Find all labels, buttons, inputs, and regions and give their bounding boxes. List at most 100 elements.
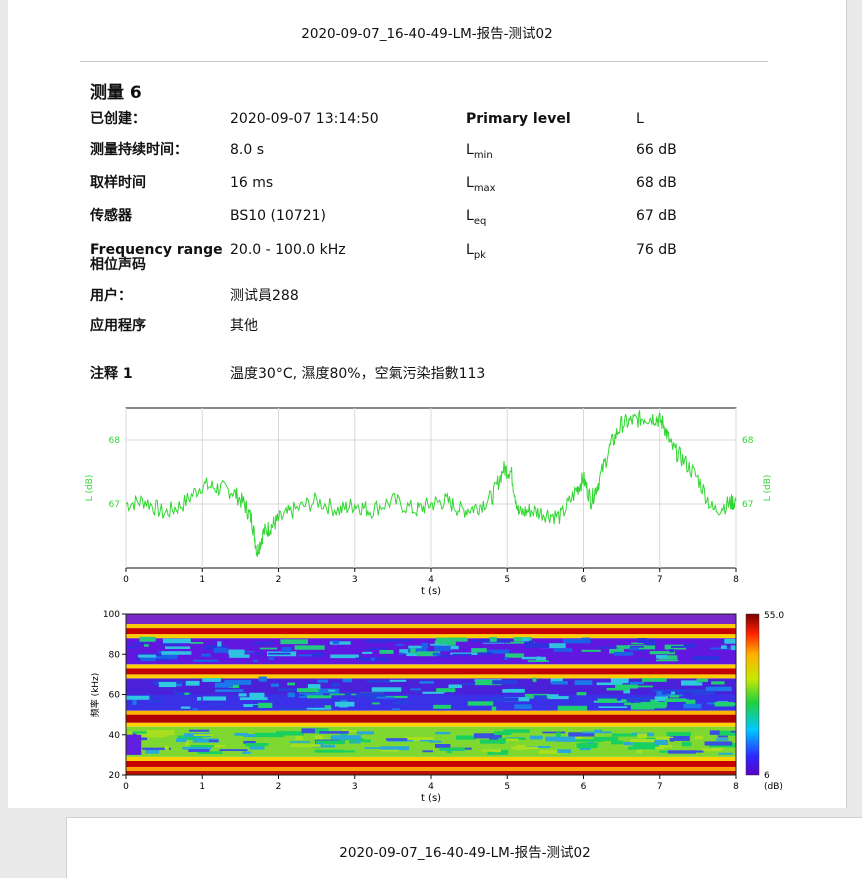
level-x-tick-label: 7	[657, 575, 663, 585]
spectrogram-band	[126, 668, 736, 675]
spectrogram-cell	[126, 734, 142, 755]
spectrogram-cell	[217, 641, 222, 647]
spectrogram-cell	[433, 704, 451, 709]
spectrogram-band	[126, 664, 736, 669]
spectrogram-cell	[448, 684, 463, 689]
spectrogram-cell	[704, 741, 733, 746]
spectrogram-cell	[254, 652, 263, 655]
spectrogram-cell	[714, 701, 735, 707]
spectrogram-cell	[408, 645, 422, 649]
spectrogram-cell	[574, 680, 593, 686]
spectrogram-cell	[416, 651, 441, 657]
spectrogram-band	[126, 624, 736, 629]
spectrogram-cell	[527, 660, 549, 662]
spectrogram-cell	[126, 695, 150, 700]
spectrogram-cell	[331, 682, 340, 687]
spectrogram-cell	[342, 678, 352, 683]
level-series-line	[125, 410, 737, 557]
spectrogram-cell	[271, 694, 279, 697]
spectrogram-x-tick-label: 1	[199, 782, 205, 792]
spectrogram-cell	[301, 728, 328, 734]
spectrogram-cell	[372, 702, 380, 705]
spectrogram-band	[126, 760, 736, 767]
spectrogram-cell	[597, 698, 618, 703]
spectrogram-cell	[557, 705, 588, 711]
spectrogram-cell	[482, 749, 500, 752]
spectrogram-cell	[435, 731, 451, 735]
spectrogram-cell	[624, 703, 652, 706]
spectrogram-cell	[319, 731, 349, 734]
spectrogram-cell	[550, 678, 563, 684]
spectrogram-cell	[479, 739, 506, 744]
spectrogram-cell	[202, 696, 227, 701]
spectrogram-cell	[407, 647, 428, 653]
spectrogram-cell	[422, 750, 434, 753]
spectrogram-cell	[636, 750, 642, 754]
spectrogram-cell	[654, 739, 669, 745]
primary-level-label: Primary level	[466, 111, 571, 127]
spectrogram-cell	[730, 730, 736, 733]
spectrogram-cell	[158, 682, 177, 688]
spectrogram-cell	[349, 739, 371, 743]
spectrogram-cell	[491, 706, 497, 711]
spectrogram-cell	[371, 687, 402, 692]
spectrogram-cell	[213, 647, 228, 653]
spectrogram-cell	[306, 707, 332, 710]
spectrogram-cell	[492, 680, 518, 685]
spectrogram-cell	[630, 645, 644, 648]
spectrogram-cell	[177, 735, 203, 741]
spectrogram-cell	[312, 744, 335, 748]
spectrogram-cell	[551, 681, 568, 685]
spectrogram-cell	[669, 695, 680, 698]
spectrogram-x-tick-label: 2	[276, 782, 282, 792]
spectrogram-x-tick-label: 3	[352, 782, 358, 792]
spectrogram-cell	[488, 697, 519, 702]
spectrogram-cell	[197, 751, 223, 754]
level-x-tick-label: 0	[123, 575, 129, 585]
spectrogram-cell	[557, 749, 572, 754]
spectrogram-cell	[640, 649, 646, 652]
spectrogram-cell	[628, 647, 639, 651]
spectrogram-cell	[606, 687, 631, 691]
spectrogram-cell	[337, 654, 359, 658]
spectrogram-cell	[315, 688, 340, 694]
spectrogram-cell	[715, 738, 729, 741]
spectrogram-cell	[224, 680, 252, 685]
spectrogram-cell	[694, 735, 704, 740]
spectrogram-cell	[439, 747, 466, 751]
report-page: 2020-09-07_16-40-49-LM-报告-测试02 测量 6 已创建：…	[8, 0, 847, 808]
spectrogram-cell	[270, 683, 279, 687]
level-y-axis-label-right: L (dB)	[763, 475, 773, 502]
lmin-label: Lmin	[466, 142, 493, 162]
spectrogram-cell	[348, 740, 356, 743]
spectrogram-cell	[127, 646, 139, 649]
spectrogram-cell	[344, 730, 357, 733]
spectrogram-cell	[386, 738, 408, 741]
user-value: 测试員288	[230, 288, 299, 304]
leq-label: Leq	[466, 208, 487, 228]
level-x-tick-label: 1	[199, 575, 205, 585]
spectrogram-cell	[637, 733, 647, 738]
spectrogram-cell	[429, 740, 442, 743]
spectrogram-cell	[362, 651, 373, 654]
spectrogram-cell	[460, 682, 480, 685]
spectrogram-cell	[239, 697, 268, 700]
spectrogram-cell	[307, 695, 332, 699]
spectrogram-cell	[658, 655, 678, 660]
spectrogram-cell	[203, 645, 226, 650]
measurement-title: 测量 6	[90, 83, 142, 103]
spectrogram-cell	[636, 658, 648, 662]
spectrogram-cell	[182, 746, 212, 750]
spectrogram-cell	[434, 640, 456, 646]
report-header-title: 2020-09-07_16-40-49-LM-报告-测试02	[301, 26, 553, 42]
spectrogram-cell	[629, 681, 644, 685]
spectrogram-cell	[138, 654, 157, 658]
spectrogram-x-tick-label: 5	[504, 782, 510, 792]
spectrogram-cell	[184, 692, 190, 695]
spectrogram-cell	[334, 701, 355, 707]
lpk-value: 76 dB	[636, 242, 677, 258]
spectrogram-cell	[312, 652, 325, 657]
spectrogram-cell	[631, 642, 644, 645]
spectrogram-cell	[421, 642, 429, 649]
spectrogram-cell	[514, 704, 532, 709]
